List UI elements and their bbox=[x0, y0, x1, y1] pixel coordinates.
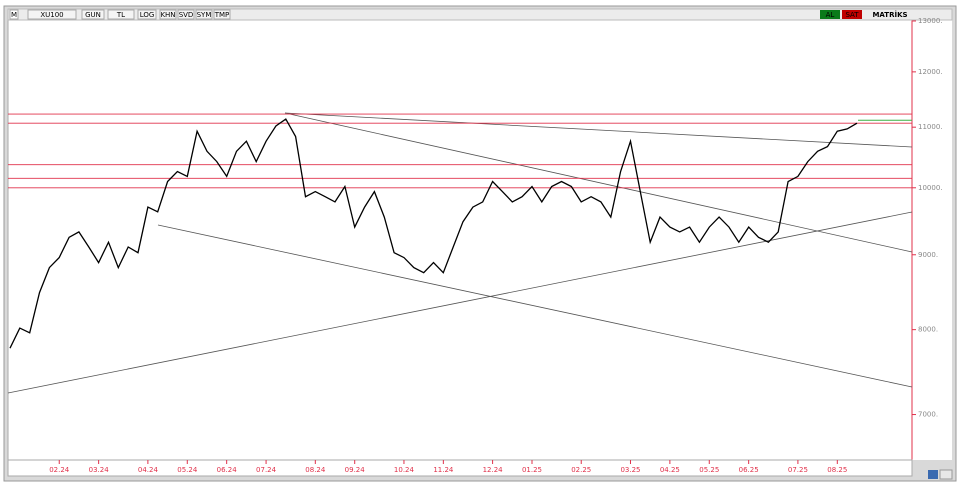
toolbar-button[interactable] bbox=[177, 9, 195, 20]
trendlines bbox=[7, 112, 913, 394]
toolbar-button[interactable] bbox=[213, 9, 231, 20]
nav-button[interactable] bbox=[928, 470, 938, 479]
x-tick-label: 06.24 bbox=[217, 466, 238, 474]
nav-arrows[interactable] bbox=[939, 469, 953, 480]
x-tick-label: 05.24 bbox=[177, 466, 198, 474]
toolbar-button[interactable] bbox=[107, 9, 135, 20]
toolbar-button-label: TL bbox=[116, 11, 125, 19]
x-tick-label: 06.25 bbox=[739, 466, 759, 474]
x-tick-label: 02.24 bbox=[49, 466, 70, 474]
toolbar-button[interactable] bbox=[27, 9, 77, 20]
y-tick-label: 11000. bbox=[918, 123, 943, 131]
toolbar-button-label: KHN bbox=[160, 11, 175, 19]
y-tick-label: 12000. bbox=[918, 68, 943, 76]
x-tick-label: 09.24 bbox=[345, 466, 366, 474]
toolbar-button[interactable] bbox=[9, 9, 19, 20]
toolbar-button[interactable] bbox=[137, 9, 157, 20]
x-tick-label: 11.24 bbox=[433, 466, 454, 474]
trendline bbox=[157, 224, 913, 388]
toolbar-button-label: GUN bbox=[85, 11, 101, 19]
toolbar-button-label: TMP bbox=[214, 11, 230, 19]
plot-area bbox=[7, 19, 913, 461]
y-tick-label: 9000. bbox=[918, 251, 938, 259]
y-tick-label: 7000. bbox=[918, 411, 938, 419]
x-tick-label: 10.24 bbox=[394, 466, 415, 474]
toolbar-button[interactable] bbox=[159, 9, 177, 20]
toolbar-button-label: M bbox=[11, 11, 17, 19]
toolbar-button[interactable] bbox=[81, 9, 105, 20]
y-tick-label: 10000. bbox=[918, 184, 943, 192]
toolbar-button-label: LOG bbox=[140, 11, 155, 19]
x-tick-label: 07.24 bbox=[256, 466, 277, 474]
x-tick-label: 05.25 bbox=[699, 466, 719, 474]
x-tick-label: 08.25 bbox=[827, 466, 847, 474]
x-tick-label: 02.25 bbox=[571, 466, 591, 474]
y-axis-area bbox=[912, 20, 952, 460]
brand: MATRİKS bbox=[872, 10, 907, 19]
toolbar-button-label: XU100 bbox=[40, 11, 63, 19]
price-line bbox=[9, 118, 858, 349]
toolbar-button[interactable] bbox=[195, 9, 213, 20]
toolbar bbox=[7, 8, 953, 21]
toolbar-button-label: SVD bbox=[179, 11, 194, 19]
y-tick-label: 8000. bbox=[918, 326, 938, 334]
x-tick-label: 03.24 bbox=[89, 466, 110, 474]
toolbar-button-label: SYM bbox=[197, 11, 212, 19]
trendline bbox=[284, 112, 913, 148]
x-tick-label: 01.25 bbox=[522, 466, 542, 474]
x-tick-label: 03.25 bbox=[620, 466, 640, 474]
x-tick-label: 12.24 bbox=[483, 466, 504, 474]
toolbar-buttons: M XU100 GUN TL LOG KHN SVD SYM TMP bbox=[9, 9, 231, 20]
x-tick-label: 07.25 bbox=[788, 466, 808, 474]
trendline bbox=[284, 112, 913, 253]
x-tick-label: 08.24 bbox=[305, 466, 326, 474]
buy-label: AL bbox=[826, 11, 835, 19]
sell-label: SAT bbox=[845, 11, 859, 19]
x-axis-area bbox=[7, 459, 913, 477]
x-tick-label: 04.24 bbox=[138, 466, 159, 474]
y-tick-label: 13000. bbox=[918, 17, 943, 25]
sell-button[interactable] bbox=[842, 10, 862, 19]
trendline bbox=[7, 211, 913, 394]
buy-button[interactable] bbox=[820, 10, 840, 19]
x-tick-label: 04.25 bbox=[660, 466, 680, 474]
